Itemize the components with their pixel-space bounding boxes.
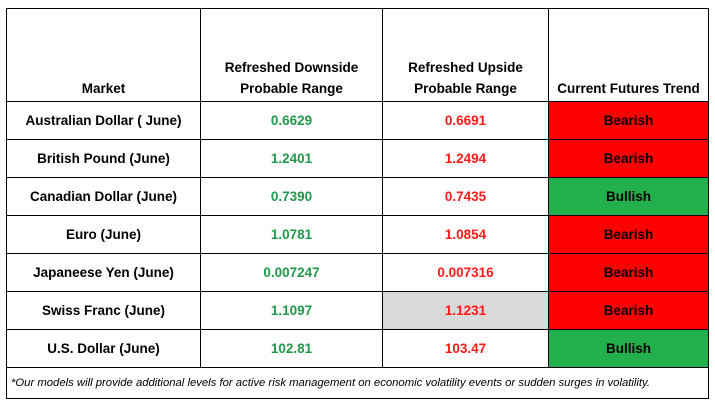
downside-cell: 0.007247 (200, 253, 383, 292)
trend-cell: Bearish (548, 139, 709, 178)
header-downside: Refreshed Downside Probable Range (200, 8, 383, 102)
table-row: Canadian Dollar (June) 0.7390 0.7435 Bul… (6, 177, 709, 216)
header-trend: Current Futures Trend (548, 8, 709, 102)
probable-range-table: Market Refreshed Downside Probable Range… (6, 8, 709, 399)
table-row: Australian Dollar ( June) 0.6629 0.6691 … (6, 101, 709, 140)
downside-cell: 0.6629 (200, 101, 383, 140)
trend-cell: Bullish (548, 177, 709, 216)
table-row: U.S. Dollar (June) 102.81 103.47 Bullish (6, 329, 709, 368)
downside-cell: 1.0781 (200, 215, 383, 254)
upside-cell: 0.007316 (382, 253, 549, 292)
downside-cell: 1.2401 (200, 139, 383, 178)
header-row: Market Refreshed Downside Probable Range… (6, 8, 709, 102)
upside-cell: 1.0854 (382, 215, 549, 254)
upside-cell: 0.6691 (382, 101, 549, 140)
market-cell: U.S. Dollar (June) (6, 329, 201, 368)
header-upside: Refreshed Upside Probable Range (382, 8, 549, 102)
trend-cell: Bullish (548, 329, 709, 368)
table-row: Swiss Franc (June) 1.1097 1.1231 Bearish (6, 291, 709, 330)
trend-cell: Bearish (548, 101, 709, 140)
market-cell: Swiss Franc (June) (6, 291, 201, 330)
market-cell: Canadian Dollar (June) (6, 177, 201, 216)
trend-cell: Bearish (548, 253, 709, 292)
market-cell: Euro (June) (6, 215, 201, 254)
upside-cell: 0.7435 (382, 177, 549, 216)
downside-cell: 0.7390 (200, 177, 383, 216)
market-cell: British Pound (June) (6, 139, 201, 178)
downside-cell: 1.1097 (200, 291, 383, 330)
market-cell: Japaneese Yen (June) (6, 253, 201, 292)
upside-cell: 1.1231 (382, 291, 549, 330)
footnote-row: *Our models will provide additional leve… (6, 367, 709, 399)
upside-cell: 1.2494 (382, 139, 549, 178)
trend-cell: Bearish (548, 215, 709, 254)
table-row: Japaneese Yen (June) 0.007247 0.007316 B… (6, 253, 709, 292)
upside-cell: 103.47 (382, 329, 549, 368)
market-cell: Australian Dollar ( June) (6, 101, 201, 140)
trend-cell: Bearish (548, 291, 709, 330)
header-market: Market (6, 8, 201, 102)
table-row: Euro (June) 1.0781 1.0854 Bearish (6, 215, 709, 254)
table-row: British Pound (June) 1.2401 1.2494 Beari… (6, 139, 709, 178)
footnote: *Our models will provide additional leve… (6, 367, 709, 399)
downside-cell: 102.81 (200, 329, 383, 368)
probable-range-table-sheet: Market Refreshed Downside Probable Range… (6, 8, 709, 399)
